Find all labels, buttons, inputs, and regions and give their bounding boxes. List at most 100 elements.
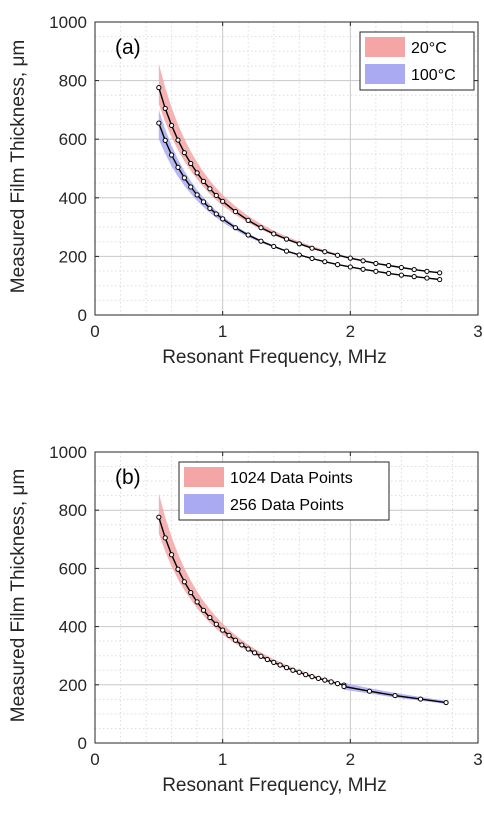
data-point [373,260,379,267]
data-point [156,85,162,91]
data-point [156,120,162,126]
y-tick-label: 800 [59,501,87,520]
data-point [283,248,290,254]
data-point [334,681,341,687]
data-point [194,599,200,605]
data-point [162,535,168,541]
data-point [200,607,207,613]
y-axis-label: Measured Film Thickness, μm [8,469,29,722]
panel-label: (b) [115,466,141,489]
data-point [398,272,404,278]
chart-panel-b: 0 1 2 3 0 200 400 600 800 1000 Resonant Frequency,… [8,443,483,796]
legend-swatch [184,494,224,514]
data-point [443,699,449,706]
data-point [200,199,207,205]
data-point [373,268,379,274]
data-point [303,672,309,678]
x-axis-label: Resonant Frequency, MHz [162,775,387,796]
data-point [213,192,219,199]
data-point [283,236,290,242]
y-tick-label: 200 [59,676,87,695]
x-tick-label: 0 [90,750,99,769]
data-point [162,105,168,112]
data-point [213,621,219,627]
legend-entry: 100°C [411,67,456,84]
y-tick-label: 600 [59,559,87,578]
data-point [360,258,366,264]
data-point [271,659,277,665]
legend-swatch [365,64,405,84]
data-point [181,579,187,585]
data-point [245,232,251,238]
y-tick-label: 1000 [49,13,87,32]
data-point [309,255,315,262]
series-line-1 [158,87,440,274]
data-point [169,122,175,129]
data-point [347,264,353,270]
data-point [194,170,200,176]
data-point [194,192,200,198]
x-tick-label: 2 [346,322,355,341]
data-point [424,268,430,274]
data-point [188,160,194,167]
data-point [386,270,392,276]
data-point [258,225,264,231]
uncertainty-band-1 [158,493,344,686]
data-point [322,677,328,683]
data-point [175,164,181,170]
legend: 1024 Data Points 256 Data Points [178,461,390,521]
data-point [277,662,283,668]
data-point [411,274,417,280]
data-point [296,669,302,675]
data-point [239,642,245,648]
data-point [226,632,232,638]
legend-swatch [365,37,405,57]
data-point [181,175,187,181]
data-point [207,205,213,211]
axes-box [94,21,479,316]
data-point [175,566,181,572]
y-tick-label: 0 [78,734,87,753]
data-point [264,656,270,663]
y-tick-label: 400 [59,618,87,637]
data-point [188,589,194,596]
data-point [328,679,334,685]
data-point [347,255,353,261]
y-tick-label: 600 [59,130,87,149]
x-tick-label: 1 [218,750,227,769]
data-point [315,675,322,681]
data-point [258,238,264,244]
data-point [309,674,315,680]
data-point [213,211,219,217]
data-point [411,266,417,273]
data-point [220,627,226,633]
data-point [283,665,290,671]
data-point [156,514,162,520]
data-point [162,137,168,143]
data-point [271,243,277,250]
y-tick-label: 400 [59,189,87,208]
legend-swatch [184,467,224,487]
y-tick-label: 200 [59,247,87,266]
data-point [232,208,239,215]
data-point [322,249,328,255]
series-line-2 [158,122,440,281]
data-point [341,683,347,690]
data-point [169,152,175,158]
legend-entry: 256 Data Points [230,497,344,514]
x-tick-label: 3 [473,322,482,341]
data-point [188,184,194,190]
x-tick-label: 1 [218,322,227,341]
data-point [334,252,341,258]
data-point [392,692,398,699]
y-tick-label: 0 [78,306,87,325]
data-point [386,262,392,269]
data-point [271,231,277,237]
x-tick-label: 0 [90,322,99,341]
x-axis-label: Resonant Frequency, MHz [162,347,387,368]
data-point [220,198,226,204]
y-tick-label: 1000 [49,443,87,462]
data-point [309,245,315,251]
data-point [437,276,443,283]
